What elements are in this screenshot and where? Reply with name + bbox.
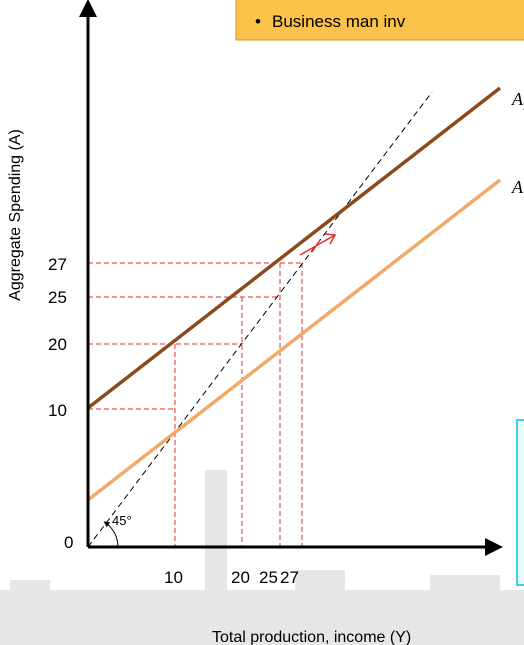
- y-axis-label: Aggregate Spending (A): [7, 129, 24, 301]
- x-tick-label: 20: [231, 568, 250, 587]
- a1-label: A1: [511, 177, 524, 201]
- x-tick-label: 10: [164, 568, 183, 587]
- a1-line: [86, 178, 502, 502]
- angle-arc: [103, 521, 119, 548]
- y-tick-label: 27: [48, 255, 67, 274]
- angle-label: 45°: [112, 513, 132, 528]
- y-tick-label: 10: [48, 401, 67, 420]
- callout-box: [235, 0, 524, 41]
- guides: [88, 262, 303, 547]
- 45-degree-line: [87, 91, 433, 548]
- callout-bullet: •: [255, 12, 261, 31]
- a2-letter: A: [511, 89, 524, 109]
- a2-label: A2: [511, 89, 524, 113]
- origin-label: 0: [64, 533, 73, 552]
- adjust-arrows: [299, 233, 337, 256]
- a2-line: [86, 86, 502, 410]
- x-tick-label: 25: [259, 568, 278, 587]
- y-tick-label: 25: [48, 288, 67, 307]
- callout-text: Business man inv: [272, 12, 406, 31]
- x-axis-label: Total production, income (Y): [212, 629, 411, 645]
- side-box: [516, 419, 524, 586]
- x-tick-label: 27: [280, 568, 299, 587]
- a1-letter: A: [511, 177, 524, 197]
- y-tick-label: 20: [48, 335, 67, 354]
- background-city: [0, 470, 524, 645]
